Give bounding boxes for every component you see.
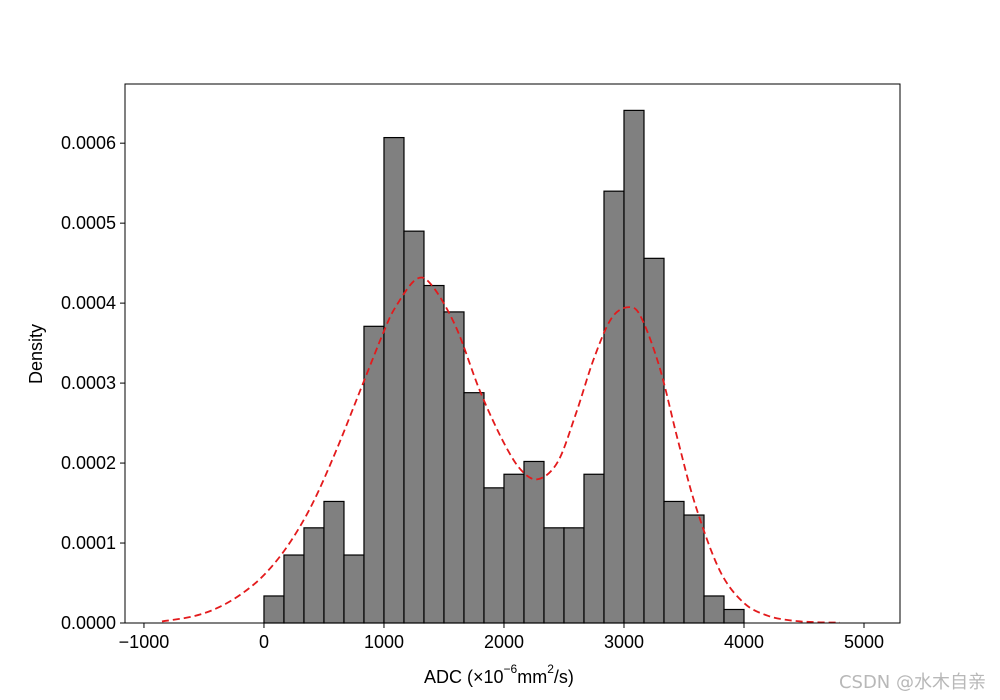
histogram-bar — [663, 500, 685, 624]
histogram-bar — [363, 325, 385, 624]
histogram-bar — [343, 554, 365, 624]
histogram-bar — [463, 392, 485, 624]
y-tick-label: 0.0004 — [61, 293, 116, 313]
histogram-bar — [523, 460, 545, 624]
histogram-bar — [503, 473, 525, 624]
x-tick-label: 0 — [259, 632, 269, 652]
watermark: CSDN @水木自亲 — [838, 672, 986, 693]
x-tick-label: 3000 — [604, 632, 644, 652]
histogram-bar — [443, 311, 465, 624]
histogram-bar — [603, 190, 625, 624]
histogram-bar — [283, 554, 305, 624]
histogram-bar — [543, 527, 565, 624]
x-tick-label: 4000 — [724, 632, 764, 652]
y-tick-label: 0.0000 — [61, 613, 116, 633]
histogram-bar — [423, 284, 445, 624]
x-axis-label: ADC (×10−6mm2/s) — [424, 662, 574, 687]
histogram-bar — [303, 527, 325, 624]
y-tick-label: 0.0002 — [61, 453, 116, 473]
y-tick-label: 0.0006 — [61, 133, 116, 153]
y-tick-label: 0.0001 — [61, 533, 116, 553]
histogram-bars — [263, 109, 745, 624]
y-axis-label: Density — [26, 324, 46, 384]
x-tick-label: 2000 — [484, 632, 524, 652]
histogram-bar — [323, 500, 345, 624]
y-tick-label: 0.0005 — [61, 213, 116, 233]
histogram-bar — [643, 257, 665, 624]
kde-curve — [161, 276, 841, 624]
histogram-bar — [483, 487, 505, 624]
histogram-bar — [723, 608, 745, 624]
histogram-bar — [383, 136, 405, 624]
x-tick-label: −1000 — [119, 632, 170, 652]
histogram-bar — [583, 473, 605, 624]
x-axis-ticks: −1000 0 1000 2000 3000 4000 5000 — [119, 623, 884, 652]
y-axis-ticks: 0.0000 0.0001 0.0002 0.0003 0.0004 0.0005 0.00… — [61, 133, 125, 633]
histogram-bar — [263, 595, 285, 624]
histogram-bar — [683, 514, 705, 624]
histogram-bar — [703, 595, 725, 624]
plot-frame — [124, 83, 901, 624]
y-tick-label: 0.0003 — [61, 373, 116, 393]
histogram-bar — [563, 527, 585, 624]
x-tick-label: 5000 — [844, 632, 884, 652]
x-tick-label: 1000 — [364, 632, 404, 652]
histogram-bar — [623, 109, 645, 624]
